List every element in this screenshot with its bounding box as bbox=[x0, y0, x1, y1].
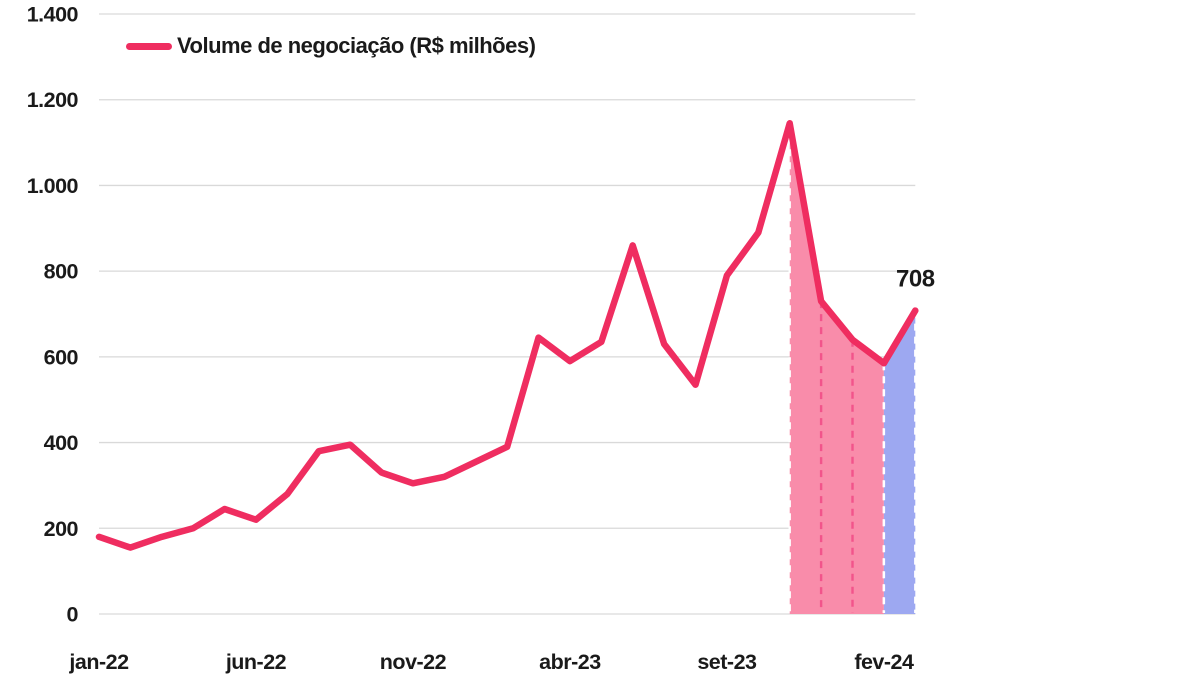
highlight-blue-area bbox=[883, 310, 916, 614]
y-axis-tick-label: 800 bbox=[44, 260, 79, 284]
x-axis-tick-label: jun-22 bbox=[225, 650, 287, 674]
x-axis-tick-label: abr-23 bbox=[539, 650, 601, 674]
legend-series-label: Volume de negociação (R$ milhões) bbox=[177, 33, 536, 58]
highlight-pink-area bbox=[789, 123, 884, 615]
y-axis-tick-label: 1.400 bbox=[27, 3, 79, 27]
x-axis-tick-label: fev-24 bbox=[854, 650, 914, 674]
endpoint-value-label: 708 bbox=[896, 266, 935, 293]
series-line bbox=[95, 120, 919, 551]
y-axis-tick-label: 1.000 bbox=[27, 174, 79, 198]
x-axis-tick-label: nov-22 bbox=[380, 650, 447, 674]
y-axis-tick-label: 600 bbox=[44, 345, 79, 369]
x-axis-tick-label: set-23 bbox=[697, 650, 757, 674]
legend: Volume de negociação (R$ milhões) bbox=[126, 33, 536, 59]
y-axis-tick-label: 400 bbox=[44, 431, 79, 455]
x-axis-tick-label: jan-22 bbox=[68, 650, 129, 674]
y-axis-tick-label: 1.200 bbox=[27, 88, 79, 112]
y-axis-tick-label: 200 bbox=[44, 517, 79, 541]
y-axis-tick-label: 0 bbox=[67, 603, 79, 627]
legend-line-swatch bbox=[126, 42, 172, 50]
